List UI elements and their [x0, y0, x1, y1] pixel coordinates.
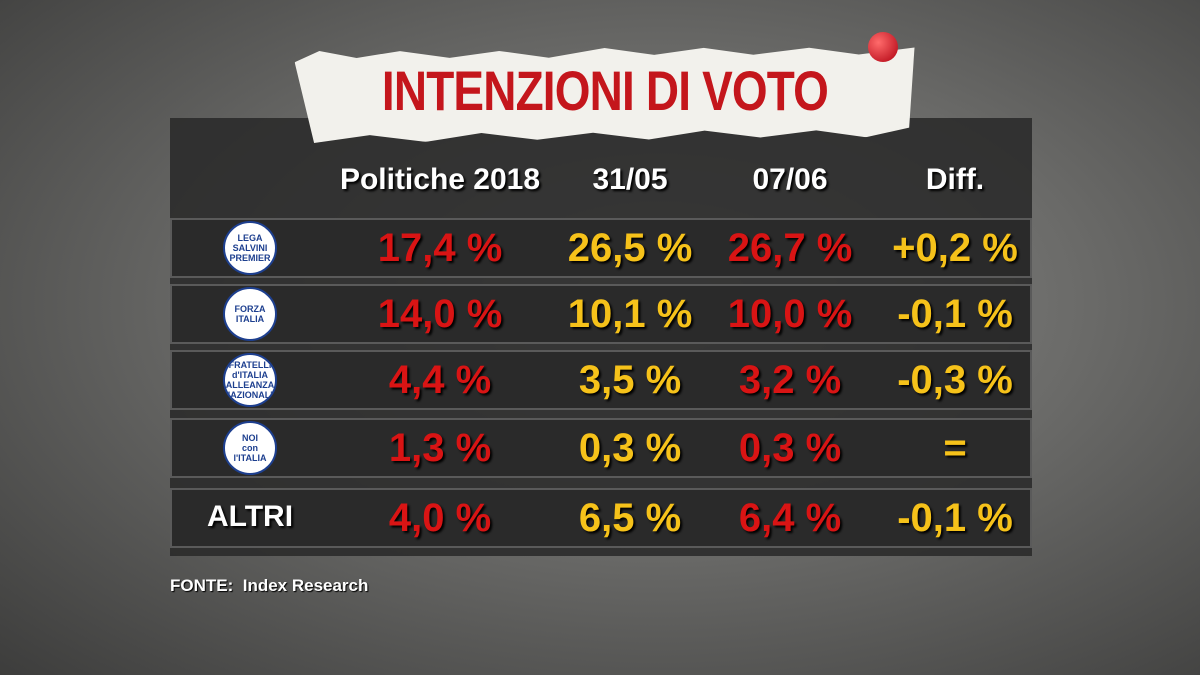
column-header: 07/06 — [752, 163, 828, 196]
cell-value: 0,3 % — [578, 426, 682, 470]
row-label: ALTRI — [206, 500, 294, 533]
cell-value: 6,4 % — [738, 496, 842, 540]
push-pin — [868, 32, 898, 62]
table-row — [170, 284, 1032, 344]
logo-text: con — [241, 443, 258, 453]
cell-value: 1,3 % — [388, 426, 492, 470]
logo-text: NOI — [241, 433, 258, 443]
cell-value: 10,1 % — [567, 292, 693, 336]
logo-text: LEGA — [237, 233, 263, 243]
cell-value: 3,5 % — [578, 358, 682, 402]
cell-value: +0,2 % — [892, 226, 1018, 270]
cell-value: 6,5 % — [578, 496, 682, 540]
source: FONTE: Index Research — [170, 576, 369, 595]
table-row — [170, 488, 1032, 548]
logo-text: ITALIA — [235, 314, 265, 324]
party-logo: LEGA SALVINI PREMIER — [223, 221, 277, 275]
logo-text: SALVINI — [232, 243, 268, 253]
party-logo: FRATELLI d'ITALIA ALLEANZA NAZIONALE — [223, 353, 277, 407]
cell-value: 14,0 % — [377, 292, 503, 336]
column-header: 31/05 — [592, 163, 668, 196]
logo-text: d'ITALIA — [232, 370, 268, 380]
cell-value: 0,3 % — [738, 426, 842, 470]
logo-text: FRATELLI — [228, 360, 272, 370]
table-row — [170, 350, 1032, 410]
cell-value: 4,4 % — [388, 358, 492, 402]
cell-value: = — [943, 426, 967, 470]
cell-value: 4,0 % — [388, 496, 492, 540]
cell-value: 26,5 % — [567, 226, 693, 270]
logo-text: l'ITALIA — [233, 453, 267, 463]
cell-value: 3,2 % — [738, 358, 842, 402]
party-logo: FORZA ITALIA — [223, 287, 277, 341]
table-row — [170, 418, 1032, 478]
cell-value: -0,1 % — [897, 292, 1013, 336]
logo-text: PREMIER — [229, 253, 271, 263]
column-header: Politiche 2018 — [339, 163, 541, 196]
party-logo: NOI con l'ITALIA — [223, 421, 277, 475]
table-row — [170, 218, 1032, 278]
cell-value: 10,0 % — [727, 292, 853, 336]
cell-value: -0,3 % — [897, 358, 1013, 402]
logo-text: FORZA — [234, 304, 266, 314]
cell-value: 17,4 % — [377, 226, 503, 270]
column-header: Diff. — [925, 163, 985, 196]
cell-value: 26,7 % — [727, 226, 853, 270]
cell-value: -0,1 % — [897, 496, 1013, 540]
logo-text: ALLEANZA NAZIONALE — [223, 380, 277, 400]
title: INTENZIONI DI VOTO — [381, 59, 829, 122]
